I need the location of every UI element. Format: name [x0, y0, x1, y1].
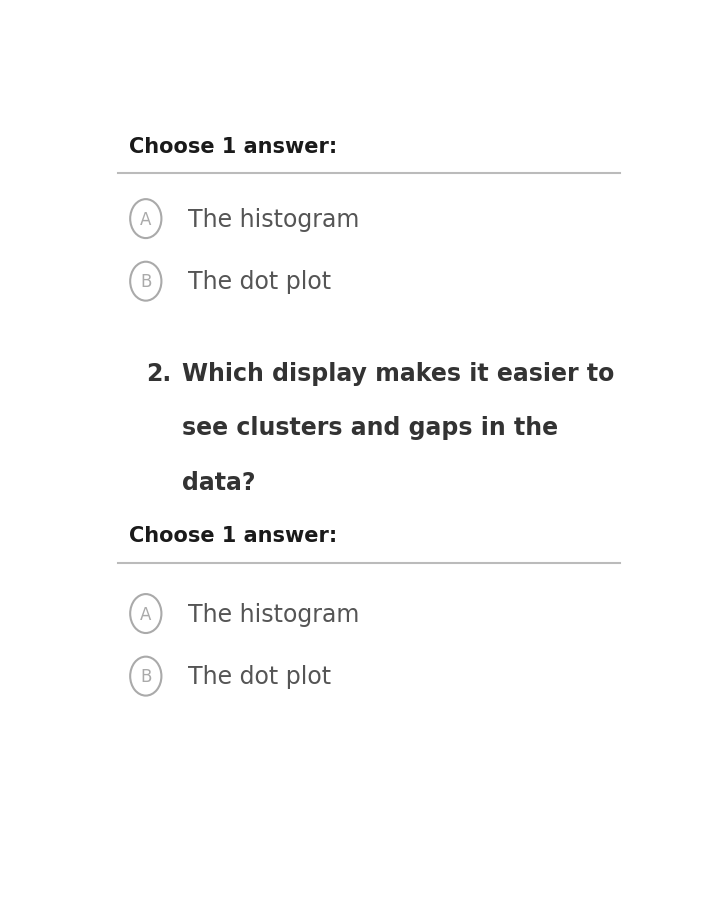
Text: see clusters and gaps in the: see clusters and gaps in the — [182, 416, 558, 440]
Text: The histogram: The histogram — [188, 602, 359, 626]
Text: B: B — [140, 667, 151, 686]
Text: Choose 1 answer:: Choose 1 answer: — [129, 525, 337, 546]
Text: 2.: 2. — [145, 362, 171, 386]
Text: The dot plot: The dot plot — [188, 270, 330, 294]
Text: The histogram: The histogram — [188, 207, 359, 231]
Text: The dot plot: The dot plot — [188, 665, 330, 688]
Text: Which display makes it easier to: Which display makes it easier to — [182, 362, 614, 386]
Text: data?: data? — [182, 470, 256, 494]
Text: B: B — [140, 273, 151, 290]
Text: A: A — [140, 210, 151, 228]
Text: Choose 1 answer:: Choose 1 answer: — [129, 136, 337, 156]
Text: A: A — [140, 605, 151, 623]
